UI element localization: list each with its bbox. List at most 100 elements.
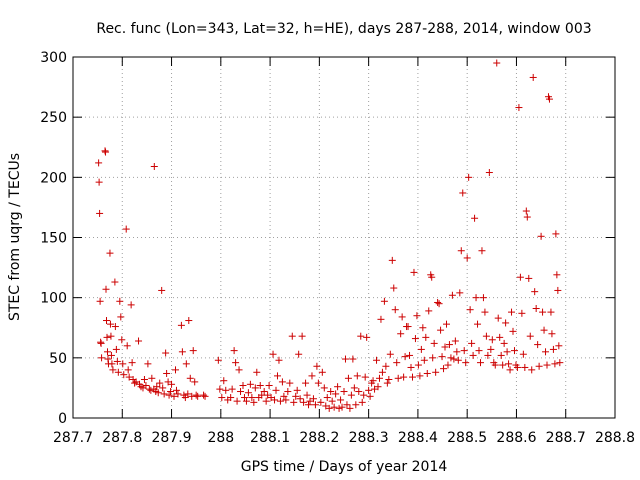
data-point: [163, 369, 171, 377]
data-point: [462, 359, 470, 367]
data-point: [476, 359, 484, 367]
data-point: [309, 395, 317, 403]
data-point: [167, 388, 175, 396]
x-tick-label: 288.3: [349, 430, 389, 446]
data-point: [451, 337, 459, 345]
data-point: [313, 362, 321, 370]
data-point: [361, 373, 369, 381]
data-point: [373, 356, 381, 364]
data-point: [293, 386, 301, 394]
data-point: [147, 386, 155, 394]
data-point: [522, 207, 530, 215]
data-point: [284, 388, 292, 396]
data-point: [118, 336, 126, 344]
data-point: [509, 327, 517, 335]
data-point: [448, 291, 456, 299]
data-point: [466, 306, 474, 314]
data-point: [160, 390, 168, 398]
data-point: [303, 391, 311, 399]
data-point: [478, 247, 486, 255]
data-point: [220, 377, 228, 385]
data-point: [109, 366, 117, 374]
data-point: [340, 388, 348, 396]
data-point: [311, 401, 319, 409]
data-point: [453, 348, 461, 356]
data-point: [553, 271, 561, 279]
data-point: [428, 273, 436, 281]
data-point: [454, 356, 462, 364]
data-points: [95, 59, 564, 412]
data-point: [435, 300, 443, 308]
data-point: [444, 361, 452, 369]
data-point: [397, 330, 405, 338]
data-point: [369, 377, 377, 385]
data-point: [273, 372, 281, 380]
data-point: [251, 384, 259, 392]
data-point: [295, 350, 303, 358]
x-axis-title: GPS time / Days of year 2014: [241, 459, 448, 475]
data-point: [500, 339, 508, 347]
data-point: [430, 339, 438, 347]
data-point: [317, 398, 325, 406]
data-point: [552, 230, 560, 238]
data-point: [438, 353, 446, 361]
data-point: [154, 389, 162, 397]
data-point: [258, 391, 266, 399]
data-point: [377, 315, 385, 323]
data-point: [102, 148, 110, 156]
data-point: [200, 391, 208, 399]
data-point: [103, 333, 111, 341]
data-point: [128, 359, 136, 367]
data-point: [497, 351, 505, 359]
data-point: [168, 380, 176, 388]
data-point: [302, 379, 310, 387]
data-point: [222, 386, 230, 394]
data-point: [300, 398, 308, 406]
data-point: [341, 355, 349, 363]
data-point: [298, 332, 306, 340]
data-point: [150, 163, 158, 171]
data-point: [423, 369, 431, 377]
data-point: [95, 178, 103, 186]
data-point: [482, 332, 490, 340]
data-point: [516, 273, 524, 281]
grid: [73, 57, 615, 418]
data-point: [248, 394, 256, 402]
data-point: [456, 289, 464, 297]
data-point: [468, 339, 476, 347]
data-point: [282, 396, 290, 404]
data-point: [491, 361, 499, 369]
data-point: [153, 383, 161, 391]
data-point: [366, 392, 374, 400]
data-point: [411, 335, 419, 343]
data-point: [108, 360, 116, 368]
data-point: [275, 356, 283, 364]
data-point: [186, 374, 194, 382]
data-point: [178, 348, 186, 356]
data-point: [111, 323, 119, 331]
data-point: [334, 383, 342, 391]
data-point: [434, 298, 442, 306]
data-point: [102, 285, 110, 293]
y-tick-label: 300: [40, 50, 67, 66]
data-point: [471, 214, 479, 222]
data-point: [410, 268, 418, 276]
x-tick-label: 288: [207, 430, 234, 446]
data-point: [358, 398, 366, 406]
data-point: [554, 286, 562, 294]
data-point: [506, 366, 514, 374]
data-point: [181, 394, 189, 402]
data-point: [496, 333, 504, 341]
data-point: [508, 308, 516, 316]
data-point: [460, 347, 468, 355]
data-point: [271, 396, 279, 404]
x-tick-label: 287.8: [102, 430, 142, 446]
data-point: [459, 189, 467, 197]
data-point: [95, 159, 103, 167]
x-tick-label: 288.2: [299, 430, 339, 446]
y-tick-label: 100: [40, 291, 67, 307]
data-point: [244, 389, 252, 397]
data-point: [408, 373, 416, 381]
data-point: [127, 301, 135, 309]
data-point: [355, 388, 363, 396]
